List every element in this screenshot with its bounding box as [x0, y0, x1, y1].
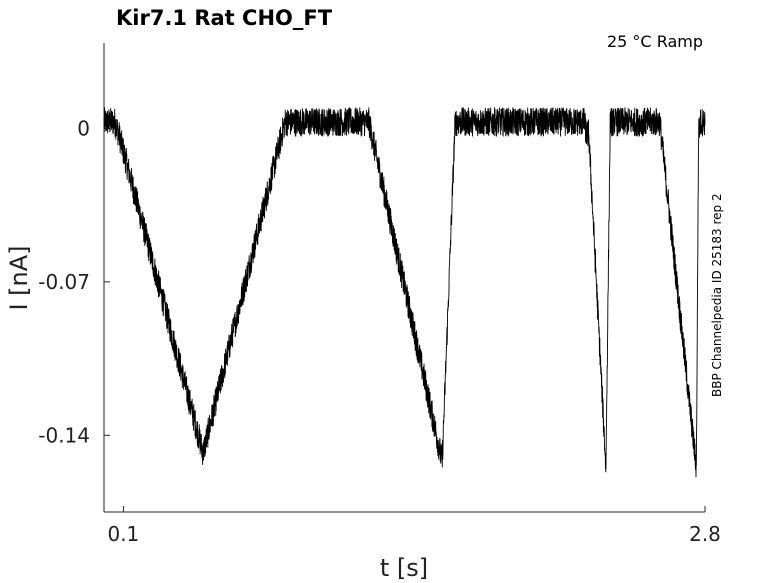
channelpedia-id-label: BBP Channelpedia ID 25183 rep 2	[710, 193, 724, 397]
chart-annotation: 25 °C Ramp	[607, 32, 703, 51]
ticks: 0 -0.07 -0.14 0.1 2.8	[38, 116, 721, 546]
x-tick-label: 0.1	[107, 522, 139, 546]
chart-title: Kir7.1 Rat CHO_FT	[116, 6, 333, 30]
x-axis-label: t [s]	[380, 554, 428, 582]
y-axis-label: I [nA]	[5, 245, 33, 310]
series-layer	[103, 107, 706, 478]
x-tick-label: 2.8	[689, 522, 721, 546]
y-tick-label: -0.14	[38, 423, 90, 447]
y-tick-label: -0.07	[38, 270, 90, 294]
current-trace	[103, 107, 706, 478]
y-tick-label: 0	[77, 116, 90, 140]
